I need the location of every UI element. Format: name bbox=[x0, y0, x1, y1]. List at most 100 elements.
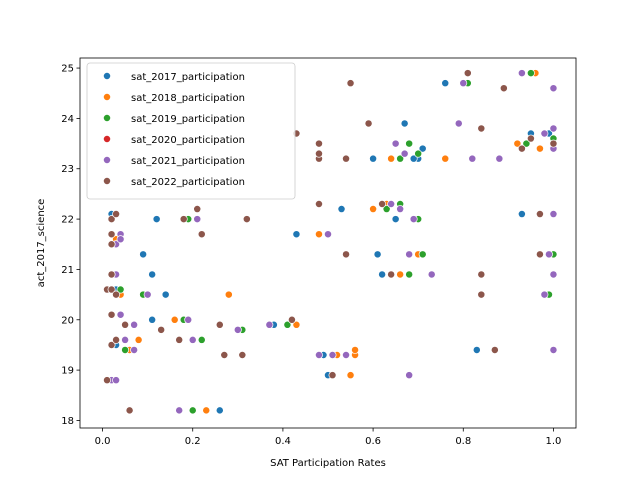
legend-box bbox=[86, 62, 296, 200]
data-point bbox=[391, 139, 400, 148]
data-point bbox=[107, 340, 116, 349]
data-point bbox=[490, 346, 499, 354]
y-tick-label: 22 bbox=[61, 215, 74, 226]
data-point bbox=[540, 290, 549, 299]
data-point bbox=[287, 315, 296, 324]
data-point bbox=[170, 315, 179, 324]
legend-item: sat_2017_participation bbox=[103, 72, 245, 83]
data-point bbox=[468, 154, 477, 163]
legend-item: sat_2021_participation bbox=[103, 156, 245, 167]
data-point bbox=[315, 351, 323, 359]
data-point bbox=[175, 335, 184, 344]
y-axis-label: act_2017_science bbox=[36, 199, 47, 288]
data-point bbox=[112, 210, 121, 218]
data-point bbox=[116, 235, 125, 244]
data-point bbox=[175, 406, 184, 415]
data-point bbox=[112, 290, 121, 299]
x-tick-label: 0.2 bbox=[185, 436, 201, 447]
points-layer bbox=[103, 69, 558, 415]
data-point bbox=[405, 250, 414, 259]
data-point bbox=[418, 144, 427, 153]
y-tick-label: 25 bbox=[61, 64, 74, 75]
data-point bbox=[328, 351, 337, 359]
data-point bbox=[121, 346, 130, 354]
data-point bbox=[459, 79, 468, 88]
data-point bbox=[130, 320, 139, 329]
data-point bbox=[107, 285, 116, 294]
data-point bbox=[197, 230, 206, 239]
data-point bbox=[116, 285, 125, 294]
data-point bbox=[463, 69, 472, 78]
data-point bbox=[292, 230, 301, 239]
legend-item: sat_2020_participation bbox=[103, 135, 245, 146]
data-point bbox=[387, 270, 396, 279]
data-point bbox=[400, 119, 409, 128]
legend: sat_2017_participation sat_2018_participa… bbox=[86, 62, 296, 200]
data-point bbox=[130, 346, 139, 354]
data-point bbox=[517, 69, 526, 78]
data-point bbox=[342, 250, 350, 259]
y-axis: 18 19 20 21 22 23 24 25 bbox=[61, 64, 80, 427]
data-point bbox=[364, 119, 373, 128]
data-point bbox=[535, 250, 544, 259]
data-point bbox=[513, 139, 522, 148]
legend-marker bbox=[103, 114, 111, 122]
legend-label: sat_2020_participation bbox=[131, 135, 245, 146]
data-point bbox=[265, 320, 274, 329]
data-point bbox=[342, 351, 350, 359]
data-point bbox=[328, 371, 337, 380]
data-point bbox=[315, 139, 323, 148]
data-point bbox=[369, 205, 378, 213]
data-point bbox=[517, 144, 526, 153]
x-tick-label: 0.8 bbox=[455, 436, 471, 447]
data-point bbox=[477, 270, 486, 279]
data-point bbox=[369, 154, 378, 163]
data-point bbox=[112, 335, 121, 344]
data-point bbox=[535, 210, 544, 218]
x-axis: 0.0 0.2 0.4 0.6 0.8 1.0 bbox=[95, 428, 562, 447]
data-point bbox=[215, 320, 224, 329]
data-point bbox=[540, 129, 549, 138]
data-point bbox=[549, 346, 558, 354]
data-point bbox=[107, 270, 116, 279]
data-point bbox=[549, 270, 558, 279]
data-point bbox=[418, 250, 427, 259]
data-point bbox=[396, 270, 405, 279]
data-point bbox=[337, 205, 346, 213]
y-tick-label: 20 bbox=[61, 315, 74, 326]
data-point bbox=[134, 335, 143, 344]
data-point bbox=[242, 215, 251, 224]
data-point bbox=[157, 325, 166, 334]
legend-label: sat_2019_participation bbox=[131, 114, 245, 125]
legend-label: sat_2018_participation bbox=[131, 93, 245, 104]
x-tick-label: 0.6 bbox=[365, 436, 381, 447]
data-point bbox=[409, 215, 418, 224]
data-point bbox=[382, 205, 391, 213]
series-sat_2022_participation bbox=[103, 69, 558, 415]
data-point bbox=[188, 406, 197, 415]
data-point bbox=[346, 79, 355, 88]
legend-marker bbox=[103, 72, 111, 80]
x-tick-label: 1.0 bbox=[546, 436, 562, 447]
data-point bbox=[179, 215, 188, 224]
data-point bbox=[283, 320, 292, 329]
data-point bbox=[324, 230, 332, 239]
data-point bbox=[184, 315, 193, 324]
data-point bbox=[107, 310, 116, 319]
legend-label: sat_2021_participation bbox=[131, 156, 245, 167]
data-point bbox=[549, 139, 558, 148]
data-point bbox=[499, 84, 508, 93]
data-point bbox=[116, 310, 125, 319]
data-point bbox=[152, 215, 161, 224]
data-point bbox=[535, 144, 544, 153]
data-point bbox=[315, 149, 323, 158]
data-point bbox=[387, 154, 396, 163]
data-point bbox=[405, 139, 414, 148]
x-tick-label: 0.4 bbox=[275, 436, 291, 447]
legend-label: sat_2017_participation bbox=[131, 72, 245, 83]
data-point bbox=[549, 210, 558, 218]
data-point bbox=[315, 200, 323, 208]
data-point bbox=[373, 250, 382, 259]
data-point bbox=[342, 154, 350, 163]
